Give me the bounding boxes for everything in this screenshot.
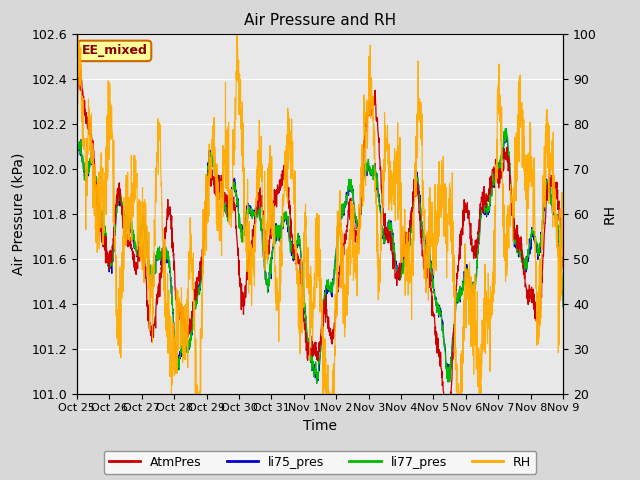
Title: Air Pressure and RH: Air Pressure and RH: [244, 13, 396, 28]
Text: EE_mixed: EE_mixed: [82, 44, 148, 58]
X-axis label: Time: Time: [303, 419, 337, 433]
Legend: AtmPres, li75_pres, li77_pres, RH: AtmPres, li75_pres, li77_pres, RH: [104, 451, 536, 474]
Y-axis label: Air Pressure (kPa): Air Pressure (kPa): [12, 153, 26, 275]
Y-axis label: RH: RH: [602, 204, 616, 224]
